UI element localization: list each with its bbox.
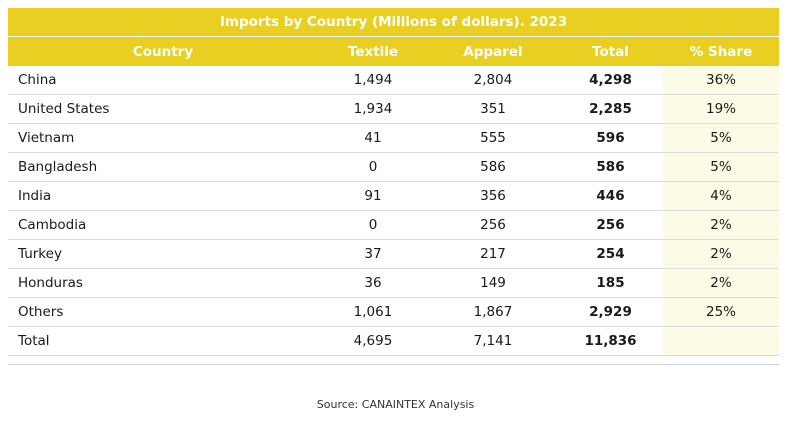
country-cell: United States [8, 94, 318, 124]
total-cell: 254 [558, 239, 663, 269]
textile-cell: 1,934 [318, 94, 428, 124]
apparel-cell: 555 [428, 123, 558, 153]
apparel-cell: 356 [428, 181, 558, 211]
country-cell: Vietnam [8, 123, 318, 153]
header-total: Total [558, 37, 663, 66]
textile-cell: 4,695 [318, 326, 428, 356]
total-cell: 596 [558, 123, 663, 153]
textile-cell: 36 [318, 268, 428, 298]
share-cell: 5% [663, 123, 779, 153]
total-cell: 185 [558, 268, 663, 298]
share-cell: 5% [663, 152, 779, 182]
table-row: India 91 356 446 4% [8, 181, 779, 211]
apparel-cell: 149 [428, 268, 558, 298]
country-cell: Cambodia [8, 210, 318, 240]
textile-cell: 37 [318, 239, 428, 269]
total-cell: 446 [558, 181, 663, 211]
total-cell: 2,285 [558, 94, 663, 124]
total-cell: 11,836 [558, 326, 663, 356]
total-cell: 4,298 [558, 66, 663, 95]
imports-table-container: Imports by Country (Millions of dollars)… [8, 8, 779, 356]
country-cell: India [8, 181, 318, 211]
share-cell: 19% [663, 94, 779, 124]
textile-cell: 1,494 [318, 66, 428, 95]
table-bottom-divider [8, 364, 779, 365]
table-row: United States 1,934 351 2,285 19% [8, 94, 779, 124]
table-header-row: Country Textile Apparel Total % Share [8, 37, 779, 66]
country-cell: Turkey [8, 239, 318, 269]
country-cell: Bangladesh [8, 152, 318, 182]
imports-table: Country Textile Apparel Total % Share Ch… [8, 37, 779, 356]
total-cell: 2,929 [558, 297, 663, 327]
apparel-cell: 2,804 [428, 66, 558, 95]
table-total-row: Total 4,695 7,141 11,836 [8, 326, 779, 356]
total-cell: 256 [558, 210, 663, 240]
table-title: Imports by Country (Millions of dollars)… [8, 8, 779, 37]
header-country: Country [8, 37, 318, 66]
textile-cell: 0 [318, 210, 428, 240]
table-row: Honduras 36 149 185 2% [8, 268, 779, 298]
apparel-cell: 217 [428, 239, 558, 269]
table-row: Bangladesh 0 586 586 5% [8, 152, 779, 182]
apparel-cell: 7,141 [428, 326, 558, 356]
header-share: % Share [663, 37, 779, 66]
header-textile: Textile [318, 37, 428, 66]
share-cell: 2% [663, 268, 779, 298]
apparel-cell: 256 [428, 210, 558, 240]
textile-cell: 41 [318, 123, 428, 153]
country-cell: Honduras [8, 268, 318, 298]
source-note: Source: CANAINTEX Analysis [316, 398, 475, 411]
table-row: China 1,494 2,804 4,298 36% [8, 66, 779, 95]
header-apparel: Apparel [428, 37, 558, 66]
apparel-cell: 1,867 [428, 297, 558, 327]
textile-cell: 0 [318, 152, 428, 182]
share-cell: 25% [663, 297, 779, 327]
textile-cell: 1,061 [318, 297, 428, 327]
table-row: Turkey 37 217 254 2% [8, 239, 779, 269]
country-cell: Total [8, 326, 318, 356]
textile-cell: 91 [318, 181, 428, 211]
total-cell: 586 [558, 152, 663, 182]
table-row: Cambodia 0 256 256 2% [8, 210, 779, 240]
country-cell: China [8, 66, 318, 95]
share-cell: 2% [663, 210, 779, 240]
share-cell: 2% [663, 239, 779, 269]
share-cell [663, 326, 779, 356]
country-cell: Others [8, 297, 318, 327]
share-cell: 4% [663, 181, 779, 211]
apparel-cell: 586 [428, 152, 558, 182]
apparel-cell: 351 [428, 94, 558, 124]
table-row: Others 1,061 1,867 2,929 25% [8, 297, 779, 327]
share-cell: 36% [663, 66, 779, 95]
table-row: Vietnam 41 555 596 5% [8, 123, 779, 153]
